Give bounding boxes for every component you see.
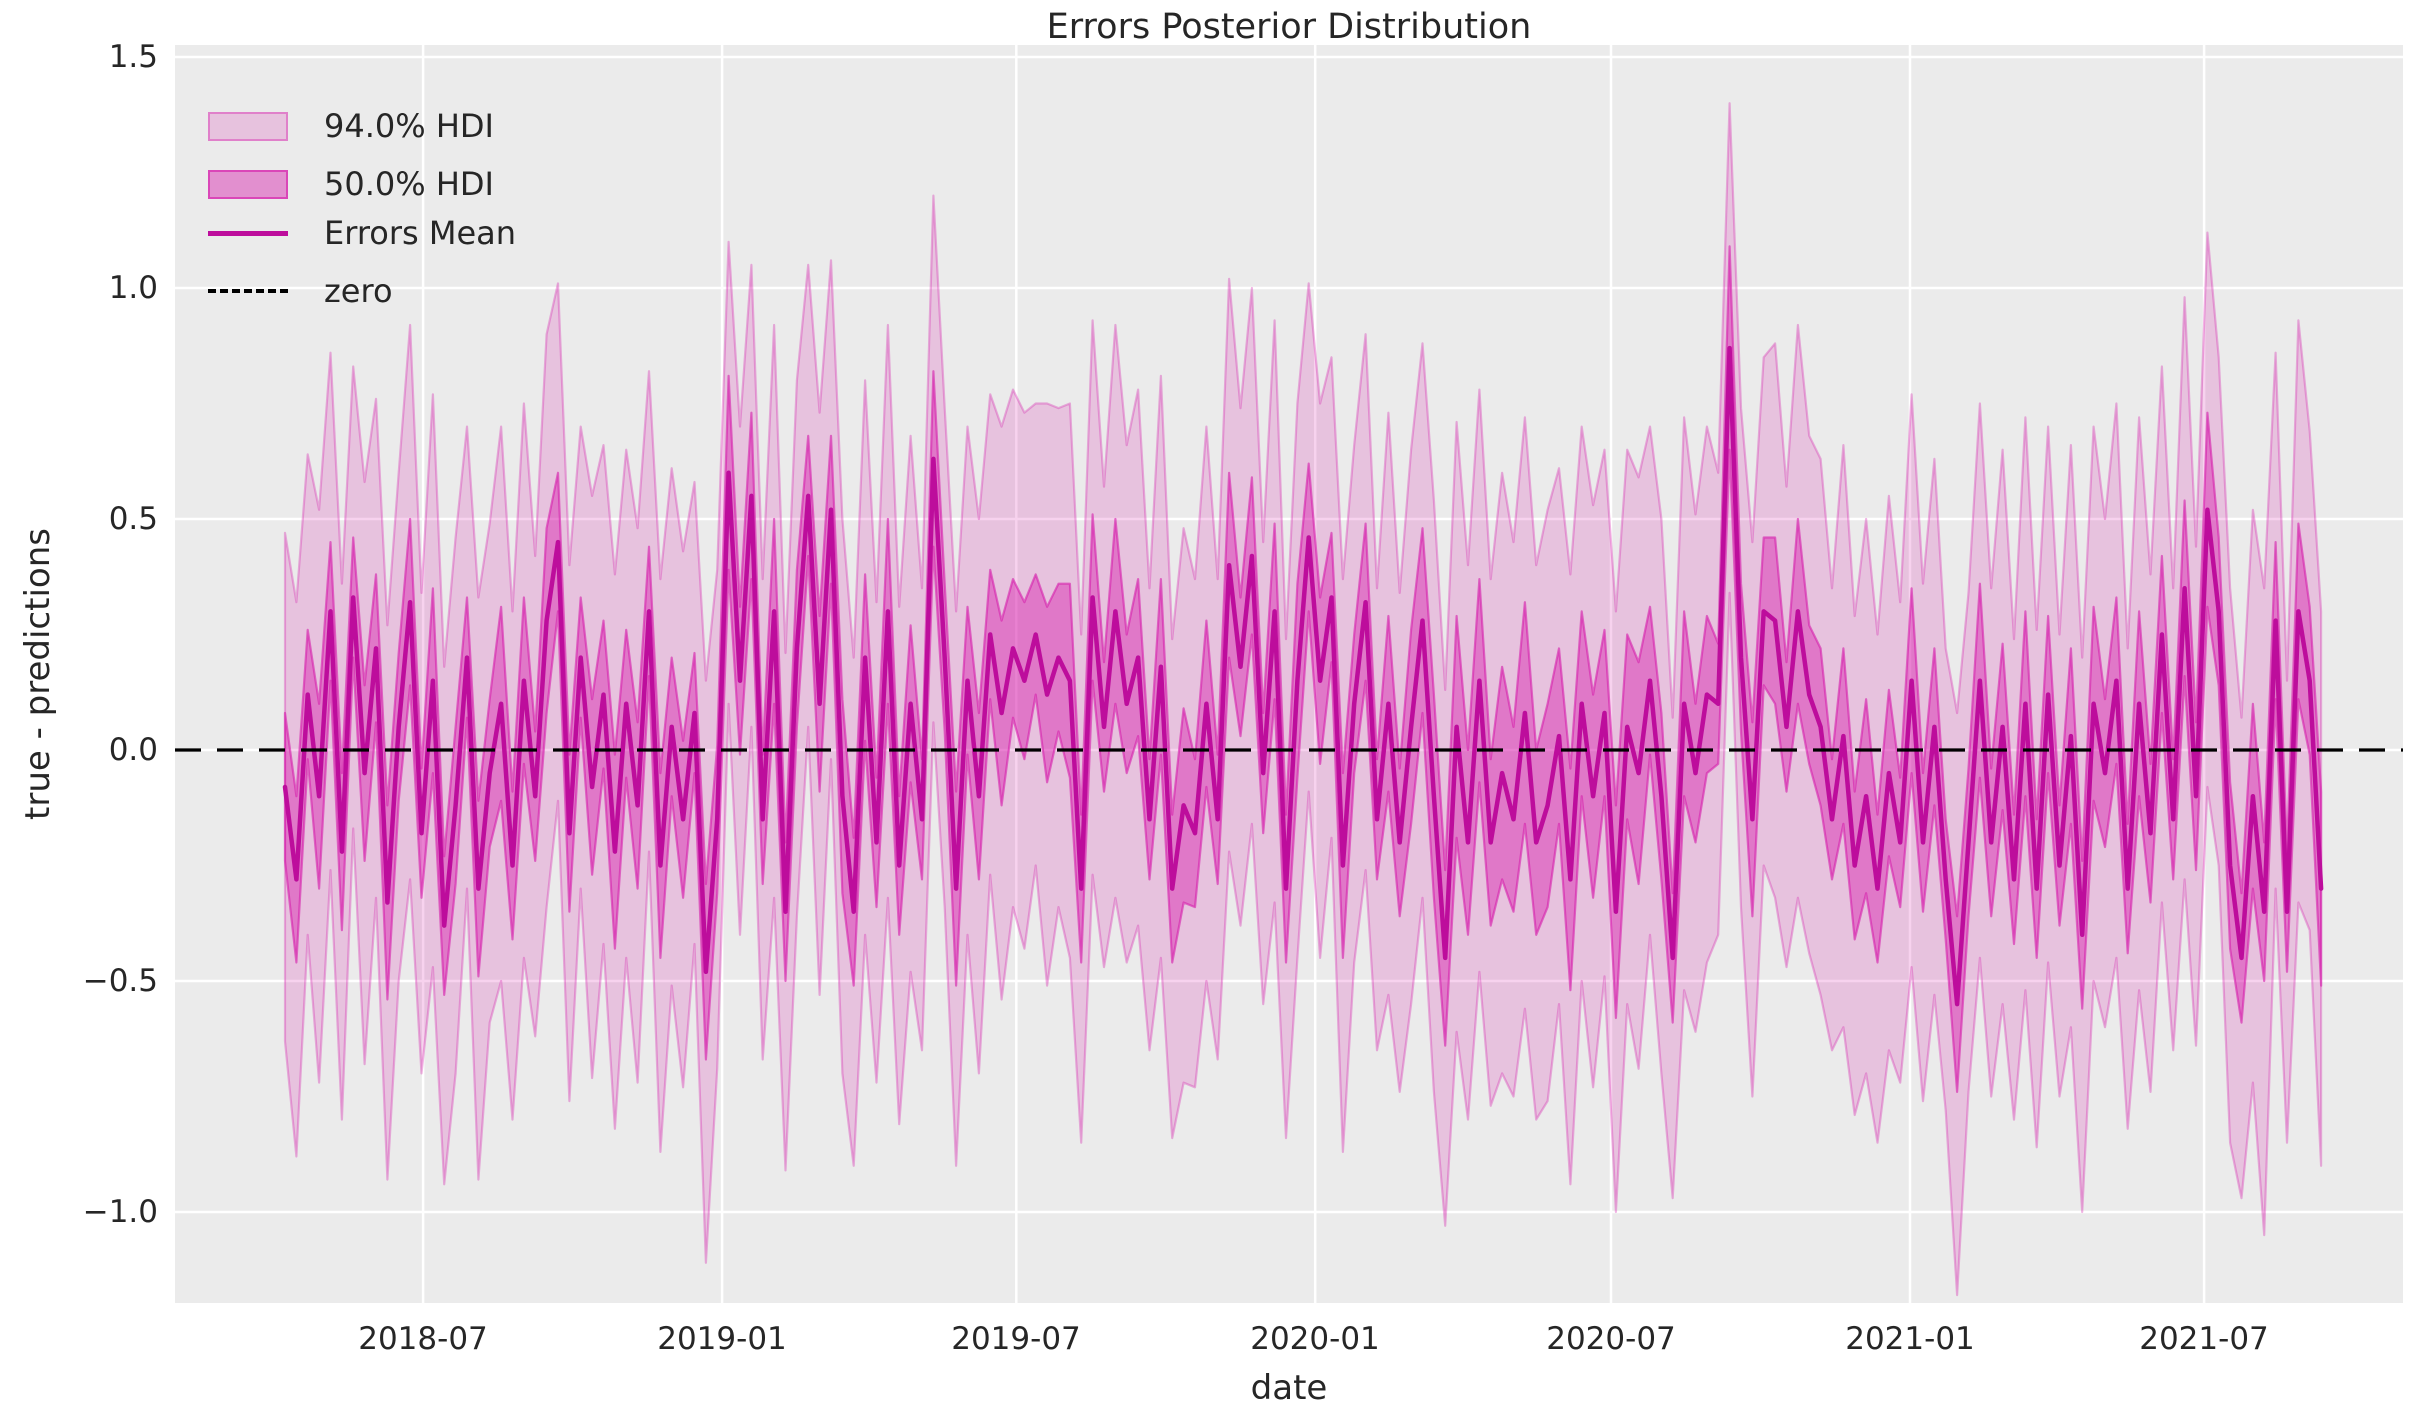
y-tick-m0p5: −0.5 — [82, 963, 158, 999]
x-tick-2021-01: 2021-01 — [1845, 1321, 1975, 1357]
legend-swatch-50-hdi — [208, 169, 288, 199]
legend-label-50-hdi: 50.0% HDI — [324, 165, 494, 203]
chart-canvas — [175, 45, 2403, 1303]
legend-swatch-94-hdi — [208, 111, 288, 141]
legend-item-zero: zero — [208, 272, 393, 310]
y-tick-0p5: 0.5 — [108, 501, 158, 537]
legend-label-zero: zero — [324, 272, 393, 310]
x-tick-2020-01: 2020-01 — [1250, 1321, 1380, 1357]
y-tick-1p5: 1.5 — [108, 39, 158, 75]
y-axis-label: true - predictions — [18, 528, 58, 820]
plot-area — [175, 45, 2403, 1303]
x-tick-2019-07: 2019-07 — [951, 1321, 1081, 1357]
x-tick-2019-01: 2019-01 — [657, 1321, 787, 1357]
x-tick-2021-07: 2021-07 — [2139, 1321, 2269, 1357]
legend-item-94-hdi: 94.0% HDI — [208, 107, 494, 145]
legend-item-errors-mean: Errors Mean — [208, 214, 516, 252]
legend-swatch-mean-line — [208, 230, 288, 236]
x-tick-2020-07: 2020-07 — [1546, 1321, 1676, 1357]
legend-item-50-hdi: 50.0% HDI — [208, 165, 494, 203]
legend-label-errors-mean: Errors Mean — [324, 214, 517, 252]
legend-label-94-hdi: 94.0% HDI — [324, 107, 494, 145]
x-tick-2018-07: 2018-07 — [358, 1321, 488, 1357]
legend-swatch-zero-dashed — [208, 289, 288, 293]
x-axis-label: date — [1250, 1368, 1328, 1408]
chart-title: Errors Posterior Distribution — [1046, 7, 1532, 47]
y-tick-m1p0: −1.0 — [82, 1194, 158, 1230]
y-tick-1p0: 1.0 — [108, 270, 158, 306]
y-tick-0p0: 0.0 — [108, 732, 158, 768]
